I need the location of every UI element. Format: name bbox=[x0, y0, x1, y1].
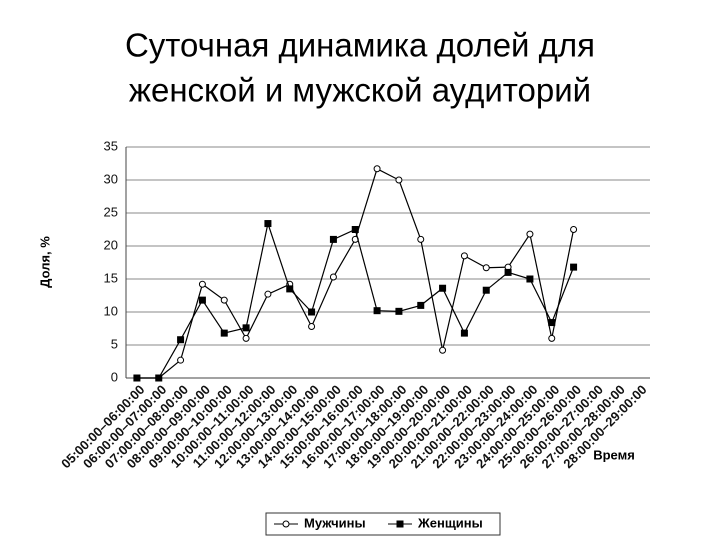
point bbox=[482, 286, 490, 294]
point bbox=[242, 324, 250, 332]
point bbox=[198, 296, 206, 304]
point bbox=[526, 230, 534, 238]
point bbox=[417, 235, 425, 243]
y-tick-label: 5 bbox=[111, 336, 118, 351]
point bbox=[373, 165, 381, 173]
point bbox=[395, 176, 403, 184]
point bbox=[329, 273, 337, 281]
point bbox=[548, 319, 556, 327]
point bbox=[177, 356, 185, 364]
point bbox=[439, 284, 447, 292]
y-tick-label: 35 bbox=[104, 138, 118, 153]
legend-marker bbox=[396, 520, 404, 528]
point bbox=[460, 252, 468, 260]
point bbox=[177, 336, 185, 344]
point bbox=[482, 264, 490, 272]
chart-title: Суточная динамика долей для bbox=[125, 27, 595, 64]
y-axis-label: Доля, % bbox=[37, 236, 52, 288]
point bbox=[220, 296, 228, 304]
point bbox=[198, 280, 206, 288]
point bbox=[308, 323, 316, 331]
point bbox=[570, 263, 578, 271]
point bbox=[242, 334, 250, 342]
point bbox=[548, 334, 556, 342]
point bbox=[439, 346, 447, 354]
chart-title: женской и мужской аудиторий bbox=[129, 72, 591, 109]
point bbox=[417, 301, 425, 309]
y-tick-label: 20 bbox=[104, 237, 118, 252]
point bbox=[264, 290, 272, 298]
x-axis-label: Время bbox=[593, 447, 635, 462]
point bbox=[329, 235, 337, 243]
legend: Мужчины Женщины bbox=[265, 512, 501, 536]
legend-label: Женщины bbox=[417, 515, 483, 530]
point bbox=[220, 329, 228, 337]
point bbox=[264, 220, 272, 228]
point bbox=[460, 329, 468, 337]
y-tick-label: 10 bbox=[104, 303, 118, 318]
point bbox=[373, 307, 381, 315]
y-tick-label: 25 bbox=[104, 204, 118, 219]
legend-box bbox=[265, 512, 501, 536]
legend-marker bbox=[282, 520, 290, 528]
y-tick-label: 30 bbox=[104, 171, 118, 186]
point bbox=[351, 226, 359, 233]
point bbox=[395, 307, 403, 315]
y-tick-label: 15 bbox=[104, 270, 118, 285]
legend-label: Мужчины bbox=[304, 515, 366, 530]
point bbox=[308, 308, 316, 316]
point bbox=[133, 374, 141, 382]
point bbox=[526, 275, 534, 283]
point bbox=[504, 268, 512, 276]
point bbox=[570, 226, 578, 233]
point bbox=[286, 285, 294, 293]
point bbox=[155, 374, 163, 382]
y-tick-label: 0 bbox=[111, 369, 118, 384]
